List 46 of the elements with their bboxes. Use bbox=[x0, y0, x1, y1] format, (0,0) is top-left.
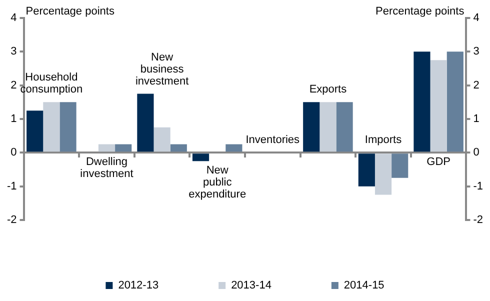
y-tick-label: -2 bbox=[7, 214, 17, 226]
x-tick-label: Inventories bbox=[246, 134, 300, 146]
bar bbox=[320, 102, 336, 152]
legend-label: 2013-14 bbox=[231, 280, 272, 292]
y-axis-title: Percentage points bbox=[26, 6, 115, 18]
bar bbox=[98, 144, 116, 152]
legend-label: 2014-15 bbox=[344, 280, 384, 292]
y2-tick-label: -1 bbox=[473, 180, 483, 192]
bar bbox=[358, 154, 375, 186]
y2-tick-label: 2 bbox=[473, 79, 480, 92]
bar bbox=[374, 154, 392, 195]
x-tick-label: New public expenditure bbox=[188, 164, 246, 201]
x-tick-label: Household consumption bbox=[20, 72, 83, 96]
y-tick-label: 0 bbox=[10, 146, 17, 159]
y-tick-label: 2 bbox=[10, 79, 17, 92]
y-tick-label: 1 bbox=[10, 113, 17, 126]
y-tick-label: 3 bbox=[10, 46, 17, 58]
y2-axis-title: Percentage points bbox=[376, 6, 465, 18]
x-tick-label: GDP bbox=[426, 156, 450, 168]
x-tick-label: Imports bbox=[364, 134, 402, 146]
bar bbox=[226, 144, 242, 152]
y2-tick-label: 0 bbox=[473, 146, 480, 159]
bar bbox=[392, 154, 408, 178]
bar bbox=[26, 110, 44, 152]
bar bbox=[192, 154, 210, 162]
bar bbox=[154, 127, 170, 152]
y2-tick-label: 3 bbox=[473, 46, 480, 58]
x-tick-label: Dwelling investment bbox=[80, 156, 134, 180]
bar bbox=[414, 52, 430, 152]
y-tick-label: -1 bbox=[7, 180, 17, 192]
y-tick-label: 4 bbox=[10, 12, 17, 24]
bar bbox=[336, 102, 353, 152]
y2-tick-label: -2 bbox=[473, 214, 483, 226]
bar bbox=[115, 144, 132, 152]
y2-tick-label: 4 bbox=[473, 12, 480, 24]
bar bbox=[43, 102, 60, 152]
bar bbox=[446, 52, 464, 152]
bar bbox=[60, 102, 76, 152]
bar bbox=[303, 102, 320, 152]
legend-label: 2012-13 bbox=[118, 280, 159, 292]
x-tick-label: New business investment bbox=[135, 51, 189, 88]
bar bbox=[137, 94, 154, 152]
bar bbox=[430, 60, 447, 152]
x-tick-label: Exports bbox=[309, 84, 348, 96]
y2-tick-label: 1 bbox=[473, 113, 480, 126]
bar bbox=[170, 144, 187, 152]
